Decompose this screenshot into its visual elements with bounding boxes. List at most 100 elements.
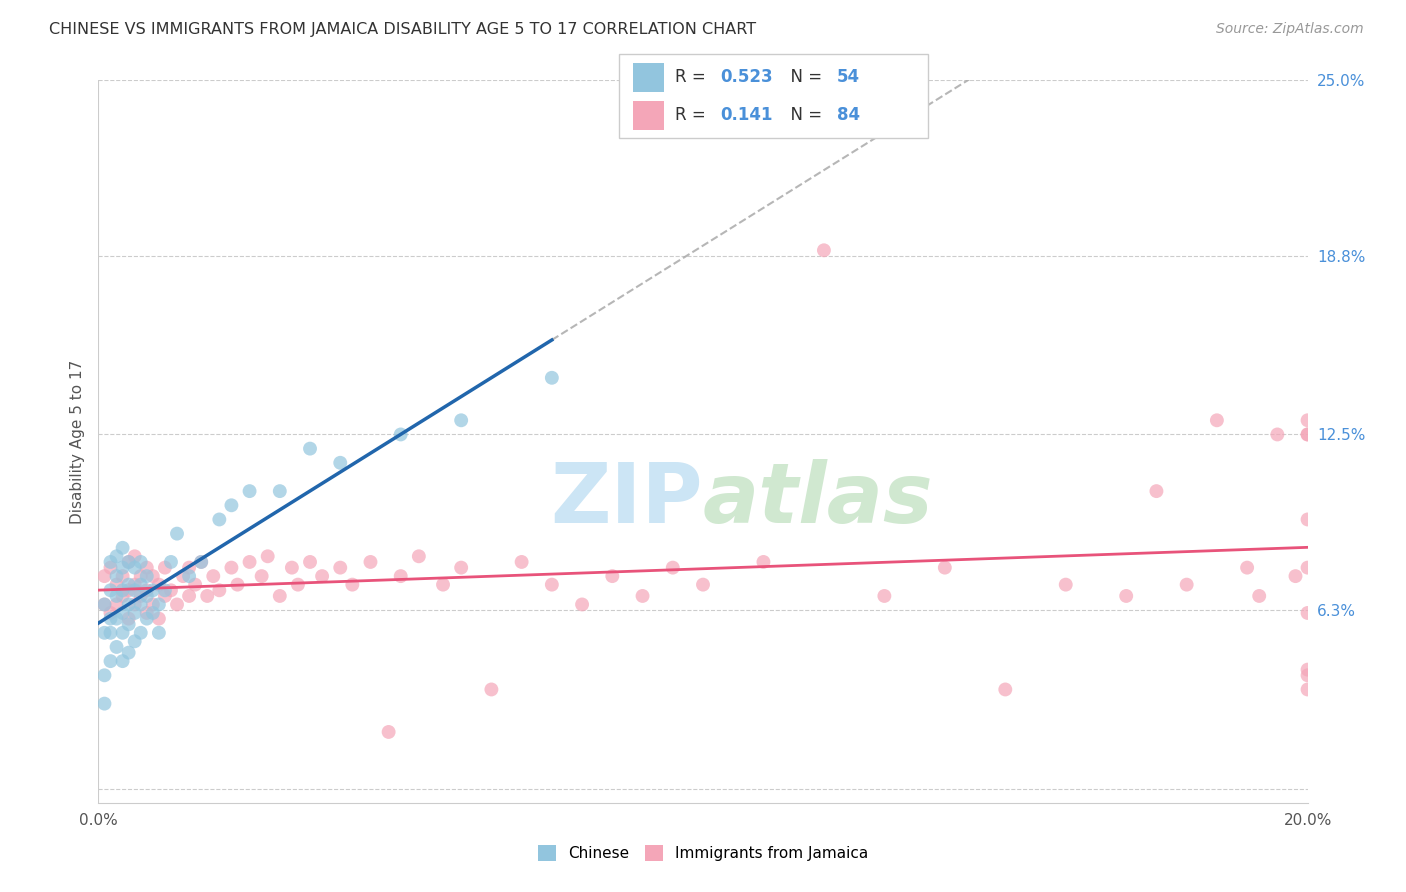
Point <box>221 560 243 574</box>
Point <box>100 606 122 620</box>
Point <box>118 555 141 569</box>
Point <box>1296 606 1319 620</box>
Point <box>1296 427 1319 442</box>
Point <box>287 577 309 591</box>
Point <box>124 598 146 612</box>
Point <box>389 569 412 583</box>
Point <box>129 555 152 569</box>
Point <box>1296 663 1319 677</box>
Point <box>408 549 430 564</box>
Point <box>281 560 304 574</box>
Point <box>195 589 218 603</box>
Point <box>142 606 165 620</box>
Point <box>135 589 157 603</box>
Point <box>100 612 122 626</box>
Point <box>1175 577 1198 591</box>
Point <box>450 413 472 427</box>
Point <box>135 612 157 626</box>
Point <box>111 625 134 640</box>
Point <box>184 577 207 591</box>
Point <box>571 598 593 612</box>
Point <box>124 606 146 620</box>
Point <box>160 555 183 569</box>
Point <box>93 598 115 612</box>
Point <box>105 612 128 626</box>
Point <box>129 598 152 612</box>
Point <box>118 598 141 612</box>
Point <box>124 577 146 591</box>
Point <box>124 583 146 598</box>
Point <box>208 583 231 598</box>
Point <box>153 560 176 574</box>
Point <box>360 555 382 569</box>
Point <box>93 598 115 612</box>
Point <box>111 589 134 603</box>
Point <box>135 583 157 598</box>
Point <box>105 549 128 564</box>
Point <box>692 577 714 591</box>
Point <box>118 555 141 569</box>
Point <box>93 668 115 682</box>
Text: ZIP: ZIP <box>551 458 703 540</box>
Point <box>118 583 141 598</box>
Point <box>93 569 115 583</box>
Point <box>160 583 183 598</box>
Point <box>105 577 128 591</box>
Point <box>208 512 231 526</box>
Point <box>93 625 115 640</box>
Point <box>100 560 122 574</box>
Point <box>510 555 533 569</box>
Point <box>1054 577 1077 591</box>
Point <box>342 577 364 591</box>
Text: Source: ZipAtlas.com: Source: ZipAtlas.com <box>1216 22 1364 37</box>
Point <box>1284 569 1306 583</box>
Point <box>450 560 472 574</box>
Point <box>129 577 152 591</box>
Point <box>124 560 146 574</box>
Text: R =: R = <box>675 106 716 124</box>
Legend: Chinese, Immigrants from Jamaica: Chinese, Immigrants from Jamaica <box>531 839 875 867</box>
Point <box>135 560 157 574</box>
Point <box>142 598 165 612</box>
Point <box>752 555 775 569</box>
Point <box>190 555 212 569</box>
Point <box>111 583 134 598</box>
Point <box>1296 682 1319 697</box>
Point <box>813 244 835 258</box>
Text: R =: R = <box>675 69 711 87</box>
Point <box>221 498 243 512</box>
Point <box>179 569 201 583</box>
Point <box>269 484 291 499</box>
Point <box>1296 668 1319 682</box>
Point <box>129 569 152 583</box>
Point <box>1206 413 1229 427</box>
Text: N =: N = <box>780 69 828 87</box>
Point <box>111 569 134 583</box>
Point <box>118 617 141 632</box>
Point <box>226 577 249 591</box>
Point <box>100 654 122 668</box>
Point <box>135 569 157 583</box>
Point <box>148 612 170 626</box>
Point <box>239 555 262 569</box>
Point <box>256 549 278 564</box>
Point <box>142 583 165 598</box>
Point <box>1236 560 1258 574</box>
Point <box>250 569 273 583</box>
Point <box>111 541 134 555</box>
Point <box>994 682 1017 697</box>
Point <box>311 569 333 583</box>
Point <box>111 560 134 574</box>
Point <box>299 442 322 456</box>
Point <box>105 569 128 583</box>
Point <box>100 555 122 569</box>
Point <box>105 598 128 612</box>
Point <box>111 606 134 620</box>
Point <box>153 583 176 598</box>
Point <box>124 634 146 648</box>
Point <box>329 560 352 574</box>
Text: 0.523: 0.523 <box>720 69 772 87</box>
Point <box>118 577 141 591</box>
Point <box>1296 427 1319 442</box>
Point <box>1249 589 1271 603</box>
